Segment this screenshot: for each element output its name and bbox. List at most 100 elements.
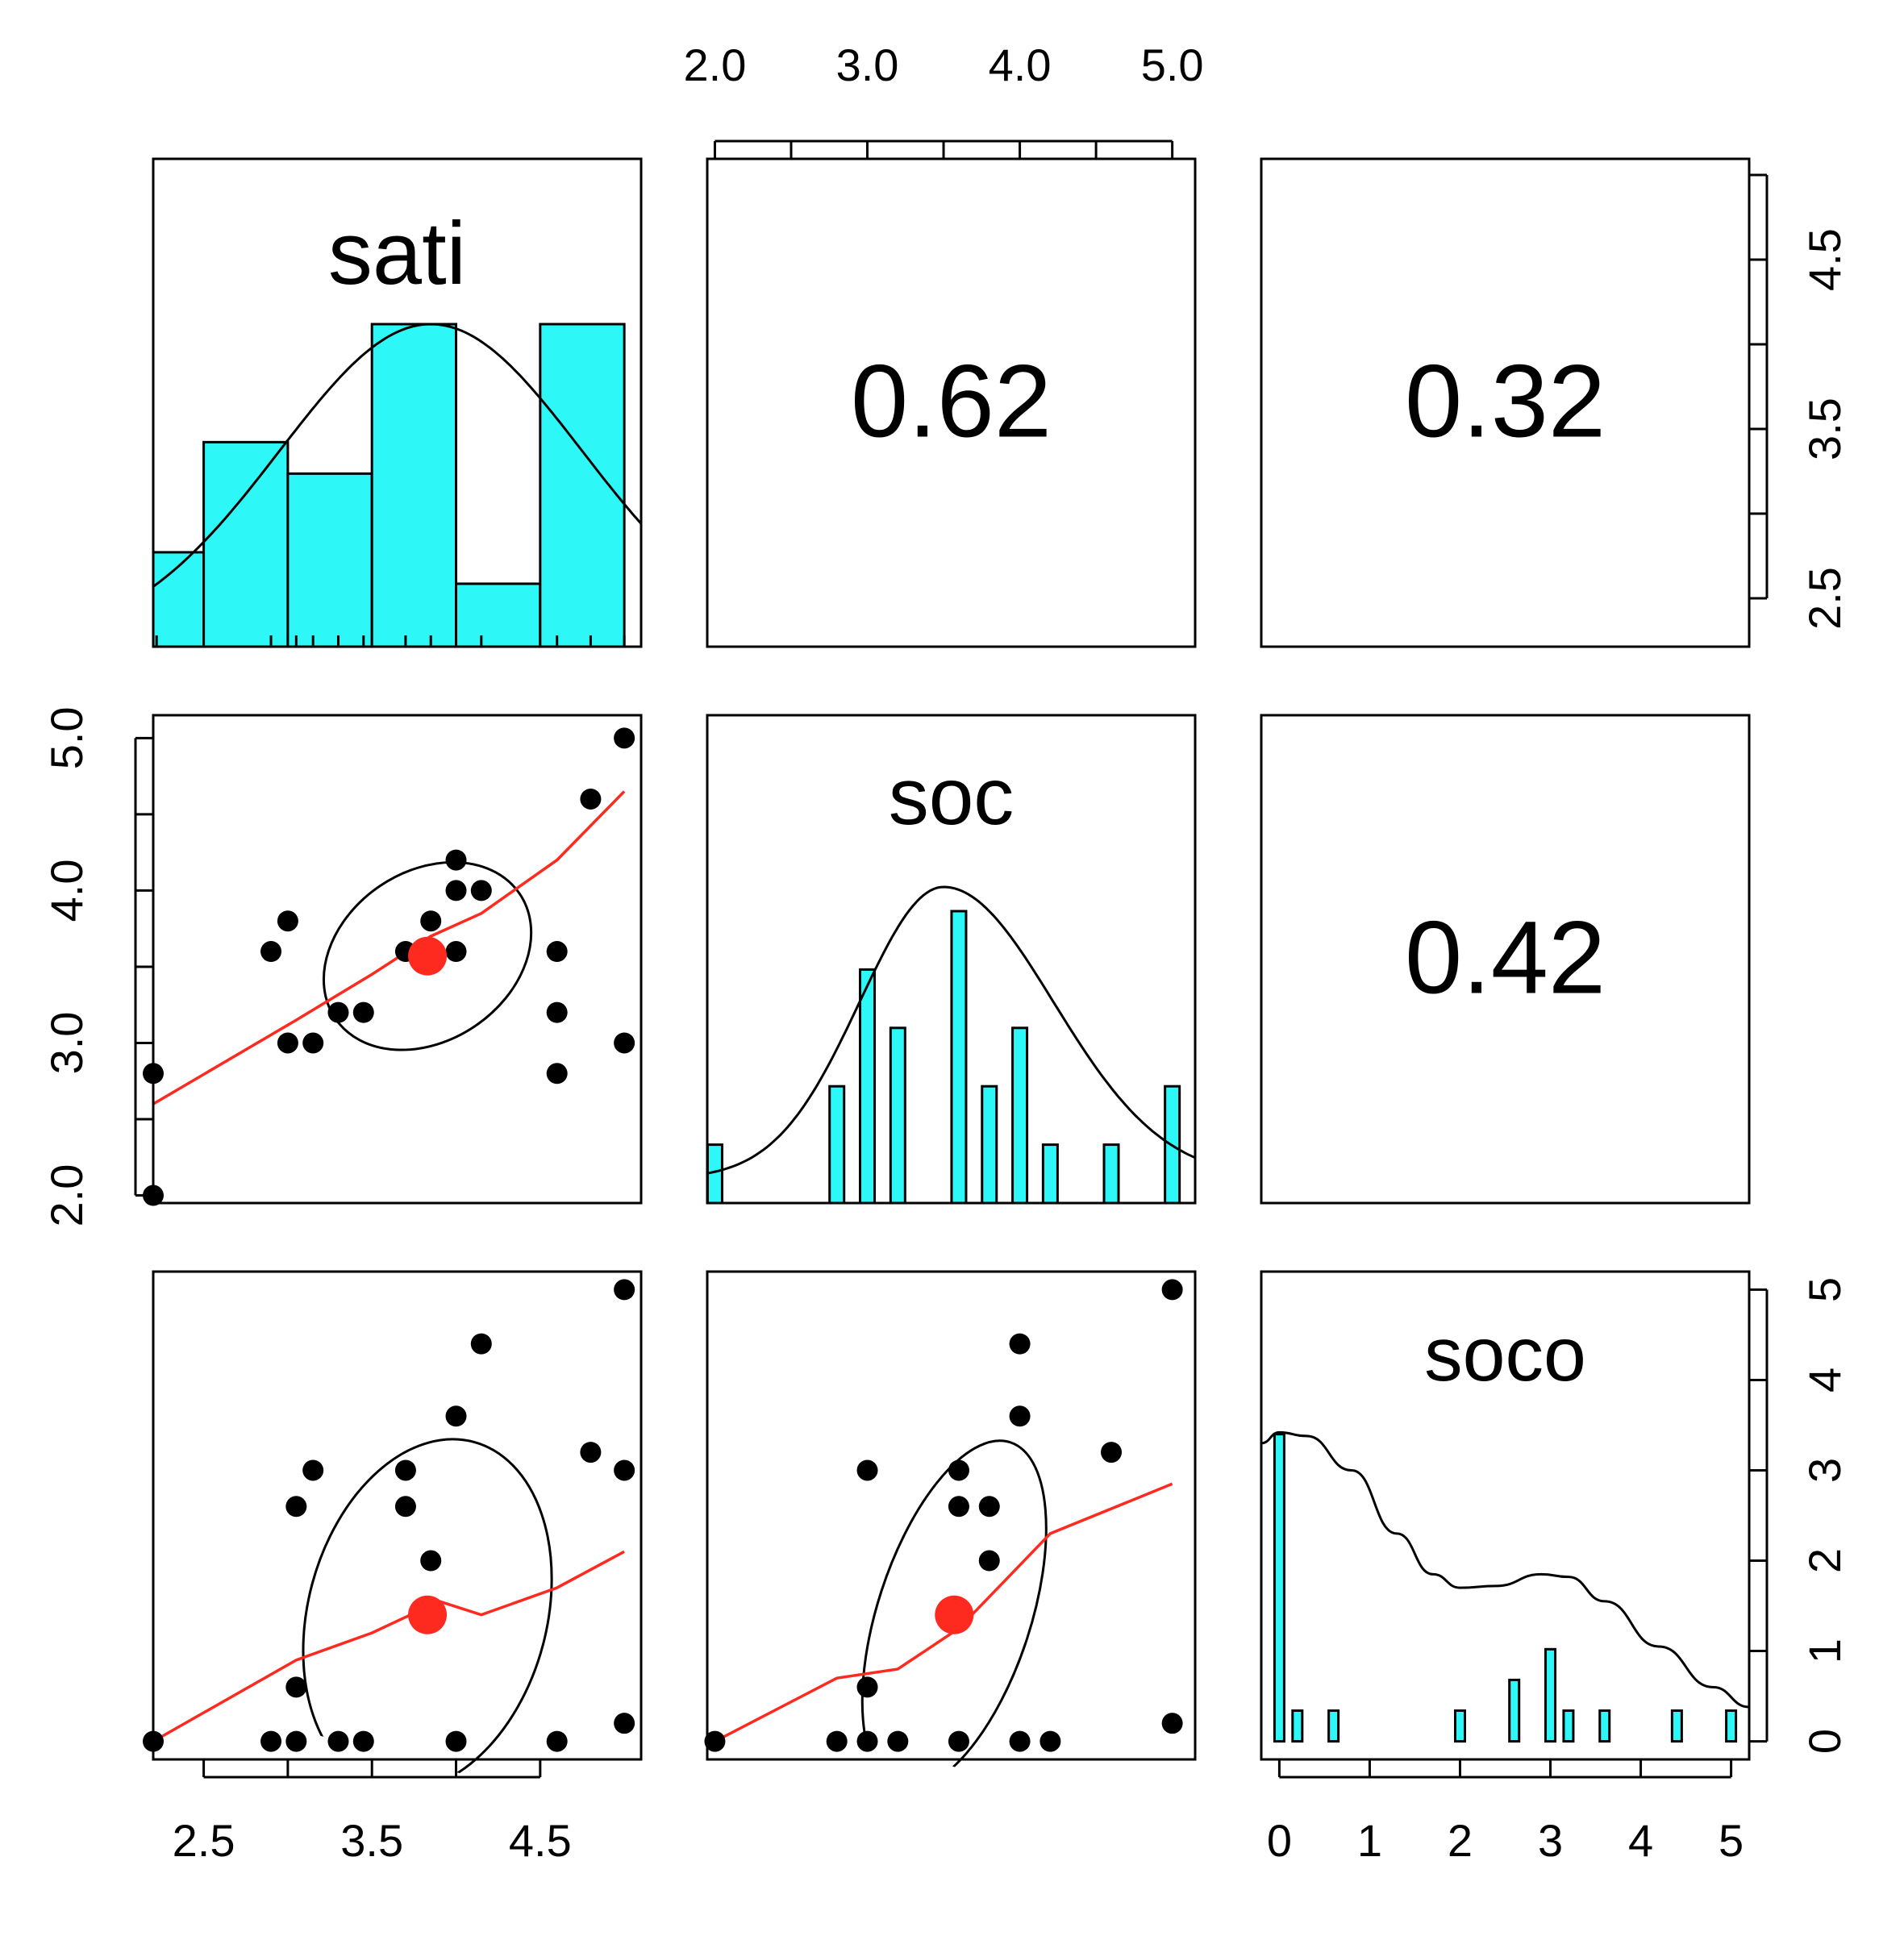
- data-point-sati_soc: [260, 941, 282, 963]
- right-axis-soco-label: 3: [1799, 1458, 1850, 1483]
- panel-frame-soc-soc: [706, 714, 1197, 1205]
- data-point-sati_soc: [352, 1001, 374, 1023]
- data-point-sati_soc: [546, 1063, 568, 1085]
- panel-frame-soc-sati: [152, 714, 643, 1205]
- data-point-sati_soco: [546, 1730, 568, 1752]
- data-point-sati_soco: [285, 1676, 307, 1698]
- data-point-sati_soc: [546, 1001, 568, 1023]
- left-axis-label: 3.0: [41, 1012, 92, 1075]
- data-point-sati_soco: [614, 1279, 635, 1301]
- data-point-soc_soco: [856, 1676, 878, 1698]
- loess-line-sati_soc: [152, 790, 626, 1105]
- data-point-soc_soco: [1009, 1405, 1031, 1427]
- bottom-axis-soco-label: 2: [1448, 1815, 1473, 1866]
- soc-hist-bar: [1102, 1143, 1120, 1205]
- top-axis-label: 3.0: [836, 40, 899, 90]
- top-axis-label: 5.0: [1141, 40, 1204, 90]
- data-point-sati_soco: [420, 1550, 442, 1572]
- data-point-soc_soco: [948, 1459, 969, 1481]
- sati-hist-bar: [539, 323, 626, 648]
- left-axis-label: 5.0: [41, 706, 92, 769]
- panel-frame-sati-soc: [706, 157, 1197, 648]
- data-point-soc_soco: [887, 1730, 909, 1752]
- panel-frame-soco-sati: [152, 1270, 643, 1761]
- bottom-axis-soco-label: 5: [1719, 1815, 1744, 1866]
- data-point-sati_soco: [285, 1496, 307, 1518]
- top-axis-label: 2.0: [684, 40, 747, 90]
- data-point-sati_soc: [614, 727, 635, 749]
- soco-hist-bar: [1273, 1433, 1285, 1743]
- data-point-sati_soco: [445, 1730, 467, 1752]
- bottom-axis-sati-label: 3.5: [340, 1815, 403, 1866]
- soco-hist-bar: [1562, 1709, 1575, 1743]
- data-point-soc_soco: [978, 1550, 1000, 1572]
- data-point-sati_soc: [445, 941, 467, 963]
- data-point-sati_soco: [285, 1730, 307, 1752]
- soco-hist-bar: [1725, 1709, 1738, 1743]
- bottom-axis-soco-label: 1: [1357, 1815, 1382, 1866]
- data-point-soc_soco: [856, 1459, 878, 1481]
- correlation-sati-soco: 0.32: [1405, 344, 1606, 460]
- panel-frame-soco-soc: [706, 1270, 1197, 1761]
- data-point-soc_soco: [856, 1730, 878, 1752]
- right-axis-soco-label: 5: [1799, 1277, 1850, 1302]
- data-point-sati_soc: [445, 849, 467, 871]
- soco-hist-bar: [1598, 1709, 1611, 1743]
- left-axis-label: 2.0: [41, 1164, 92, 1227]
- right-axis-sati-label: 3.5: [1799, 398, 1850, 460]
- panel-frame-sati-soco: [1260, 157, 1751, 648]
- variable-name-soco: soco: [1424, 1312, 1586, 1397]
- data-point-sati_soco: [445, 1405, 467, 1427]
- data-point-soc_soco: [1009, 1333, 1031, 1355]
- panel-frame-soco-soco: [1260, 1270, 1751, 1761]
- data-point-sati_soc: [546, 941, 568, 963]
- data-point-soc_soco: [1161, 1279, 1183, 1301]
- soco-hist-bar: [1291, 1709, 1304, 1743]
- mean-point-sati_soc: [408, 936, 448, 976]
- data-point-soc_soco: [978, 1496, 1000, 1518]
- data-point-soc_soco: [1009, 1730, 1031, 1752]
- mean-point-soc_soco: [935, 1595, 974, 1634]
- sati-hist-bar: [455, 582, 542, 648]
- data-point-sati_soco: [327, 1730, 349, 1752]
- data-point-sati_soco: [580, 1442, 602, 1463]
- soc-hist-bar: [1041, 1143, 1059, 1205]
- soco-hist-bar: [1508, 1678, 1521, 1743]
- data-point-sati_soco: [614, 1713, 635, 1734]
- soc-hist-bar: [950, 910, 968, 1205]
- panel-frame-soc-soco: [1260, 714, 1751, 1205]
- bottom-axis-sati-label: 2.5: [173, 1815, 235, 1866]
- data-point-sati_soco: [614, 1459, 635, 1481]
- data-point-soc_soco: [948, 1730, 969, 1752]
- variable-name-sati: sati: [328, 204, 466, 303]
- data-point-sati_soc: [470, 880, 492, 901]
- right-axis-soco-label: 1: [1799, 1638, 1850, 1663]
- data-point-sati_soc: [614, 1032, 635, 1054]
- correlation-sati-soc: 0.62: [851, 344, 1052, 460]
- data-point-soc_soco: [1101, 1442, 1123, 1463]
- data-point-soc_soco: [826, 1730, 848, 1752]
- data-point-soc_soco: [948, 1496, 969, 1518]
- right-axis-soco-label: 0: [1799, 1729, 1850, 1754]
- mean-point-sati_soco: [408, 1595, 448, 1634]
- sati-density-curve: [152, 323, 643, 588]
- data-point-sati_soc: [445, 880, 467, 901]
- soc-density-curve: [706, 885, 1196, 1175]
- bottom-axis-soco-label: 4: [1628, 1815, 1653, 1866]
- loess-line-sati_soco: [152, 1550, 625, 1743]
- bottom-axis-sati-label: 4.5: [509, 1815, 572, 1866]
- data-point-sati_soc: [302, 1032, 324, 1054]
- soco-hist-bar: [1453, 1709, 1466, 1743]
- correlation-soc-soco: 0.42: [1405, 901, 1606, 1016]
- right-axis-soco-label: 2: [1799, 1548, 1850, 1573]
- data-point-sati_soco: [260, 1730, 282, 1752]
- data-point-soc_soco: [704, 1730, 726, 1752]
- sati-hist-bar: [286, 472, 373, 648]
- data-point-sati_soc: [277, 1032, 298, 1054]
- data-point-sati_soco: [352, 1730, 374, 1752]
- soco-density-curve: [1260, 1430, 1750, 1709]
- data-point-sati_soc: [420, 910, 442, 932]
- top-axis-label: 4.0: [989, 40, 1052, 90]
- data-point-soc_soco: [1039, 1730, 1061, 1752]
- data-point-sati_soco: [470, 1333, 492, 1355]
